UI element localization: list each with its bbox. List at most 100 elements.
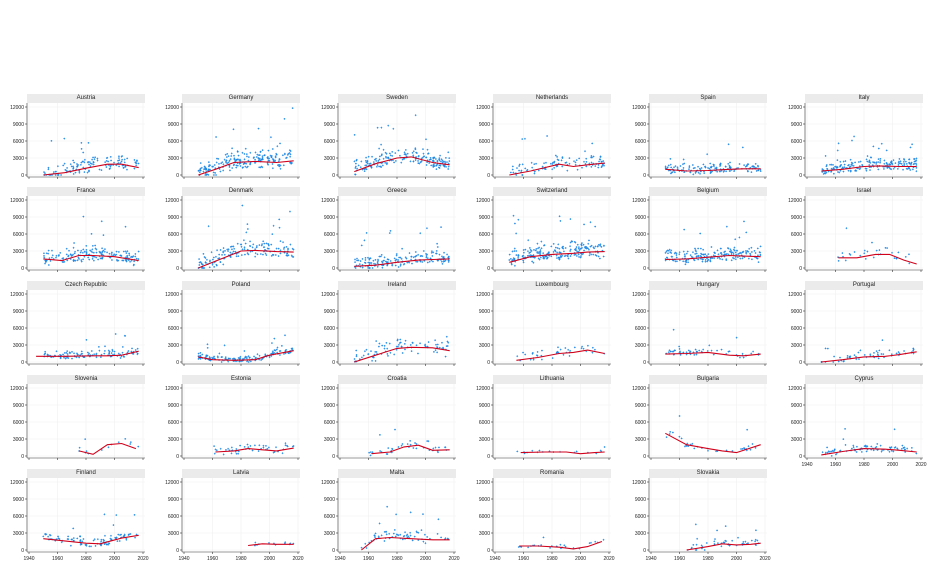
y-tick-label: 3000: [479, 343, 490, 349]
data-point: [64, 357, 67, 360]
data-point: [839, 169, 842, 172]
data-point: [254, 158, 256, 161]
data-point: [198, 258, 200, 260]
data-point: [69, 352, 71, 354]
y-tick-label: 3000: [479, 531, 490, 537]
data-point: [746, 169, 749, 172]
data-point: [752, 165, 755, 168]
data-point: [110, 534, 112, 537]
data-point: [237, 357, 240, 359]
data-point: [436, 351, 439, 354]
data-point: [401, 443, 404, 445]
data-point: [445, 335, 448, 338]
data-point: [406, 443, 409, 445]
data-point: [374, 360, 377, 362]
data-point: [522, 261, 525, 264]
data-point: [279, 142, 281, 145]
data-point: [284, 444, 287, 447]
data-point: [222, 163, 225, 166]
y-tick-label: 12000: [632, 386, 646, 392]
x-tick-label: 1960: [830, 462, 841, 468]
data-point: [553, 249, 556, 252]
y-tick-label: 12000: [788, 105, 802, 111]
data-point: [436, 159, 439, 162]
data-point: [435, 250, 438, 252]
data-point: [702, 348, 705, 351]
data-point: [368, 162, 371, 165]
data-point: [395, 513, 398, 516]
y-tick-label: 3000: [168, 156, 179, 162]
data-point: [826, 446, 828, 449]
data-point: [832, 167, 835, 170]
data-point: [842, 160, 845, 163]
data-point: [116, 540, 119, 542]
data-point: [399, 154, 401, 157]
data-point: [237, 255, 240, 258]
data-point: [518, 169, 520, 172]
data-point: [104, 534, 106, 537]
data-point: [91, 244, 94, 247]
data-point: [845, 227, 848, 230]
y-tick-label: 6000: [479, 326, 490, 332]
data-point: [444, 537, 447, 540]
data-point: [218, 162, 220, 165]
data-point: [254, 151, 257, 154]
data-point: [414, 114, 417, 117]
x-tick-label: 1980: [80, 556, 91, 562]
data-point: [96, 157, 99, 160]
data-point: [428, 162, 431, 164]
data-point: [844, 259, 847, 262]
data-point: [44, 172, 46, 175]
data-point: [199, 167, 202, 170]
data-point: [823, 172, 826, 174]
y-tick-label: 0: [487, 266, 490, 272]
data-point: [696, 537, 699, 540]
trend-line: [509, 162, 605, 176]
data-point: [383, 530, 386, 533]
data-point: [258, 354, 261, 357]
data-point: [198, 264, 201, 266]
data-point: [93, 255, 96, 258]
data-point: [707, 258, 710, 261]
data-point: [590, 165, 593, 168]
data-point: [830, 167, 833, 170]
data-point: [733, 170, 735, 172]
data-point: [532, 261, 535, 264]
data-point: [246, 155, 248, 158]
data-point: [722, 170, 725, 173]
data-point: [354, 261, 356, 264]
data-point: [694, 523, 697, 526]
y-tick-label: 0: [21, 173, 24, 179]
data-point: [95, 251, 98, 254]
data-point: [94, 247, 97, 250]
y-tick-label: 12000: [632, 198, 646, 204]
data-point: [102, 234, 105, 237]
data-point: [902, 160, 905, 163]
data-point: [550, 245, 553, 248]
data-point: [261, 155, 264, 158]
data-point: [251, 449, 254, 452]
data-point: [409, 534, 412, 537]
data-point: [434, 349, 437, 352]
data-point: [877, 357, 880, 360]
data-point: [76, 537, 79, 540]
x-tick-label: 1960: [207, 556, 218, 562]
data-point: [121, 158, 124, 161]
data-point: [416, 152, 418, 154]
data-point: [241, 204, 244, 207]
data-point: [124, 250, 127, 253]
data-point: [409, 531, 412, 534]
y-tick-label: 3000: [635, 156, 646, 162]
data-point: [556, 251, 559, 254]
data-point: [244, 165, 247, 168]
data-point: [214, 172, 217, 174]
data-point: [124, 165, 127, 168]
data-point: [915, 170, 918, 173]
data-point: [267, 149, 270, 152]
data-point: [753, 250, 756, 252]
data-point: [901, 444, 904, 447]
data-point: [697, 247, 700, 250]
data-point: [355, 349, 358, 352]
data-point: [868, 161, 870, 163]
